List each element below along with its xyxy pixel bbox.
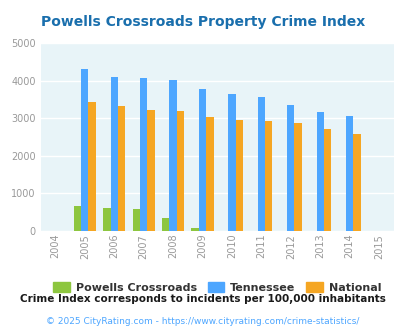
Bar	[191, 228, 198, 231]
Bar	[176, 111, 183, 231]
Bar	[198, 89, 206, 231]
Bar	[162, 218, 169, 231]
Bar	[345, 116, 352, 231]
Bar	[140, 78, 147, 231]
Bar	[81, 69, 88, 231]
Bar	[228, 94, 235, 231]
Bar	[323, 129, 330, 231]
Bar	[206, 117, 213, 231]
Bar	[316, 113, 323, 231]
Bar	[169, 80, 176, 231]
Bar	[235, 120, 242, 231]
Bar	[132, 209, 140, 231]
Bar	[352, 134, 360, 231]
Text: © 2025 CityRating.com - https://www.cityrating.com/crime-statistics/: © 2025 CityRating.com - https://www.city…	[46, 317, 359, 326]
Legend: Powells Crossroads, Tennessee, National: Powells Crossroads, Tennessee, National	[49, 278, 385, 298]
Text: Crime Index corresponds to incidents per 100,000 inhabitants: Crime Index corresponds to incidents per…	[20, 294, 385, 304]
Bar	[294, 123, 301, 231]
Bar	[110, 77, 117, 231]
Bar	[257, 96, 264, 231]
Bar	[147, 110, 154, 231]
Bar	[117, 106, 125, 231]
Bar	[264, 121, 272, 231]
Bar	[286, 105, 294, 231]
Bar	[103, 209, 110, 231]
Bar	[74, 206, 81, 231]
Text: Powells Crossroads Property Crime Index: Powells Crossroads Property Crime Index	[41, 15, 364, 29]
Bar	[88, 102, 96, 231]
